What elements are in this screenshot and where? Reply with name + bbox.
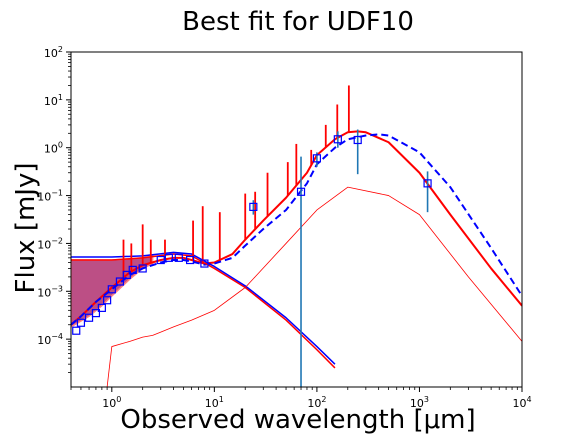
observation-marker (156, 255, 165, 265)
series-line-stellar_unattenuated_blue (71, 251, 336, 365)
observation-marker (174, 253, 183, 262)
y-tick-label: 100 (44, 141, 63, 156)
observation-marker (103, 296, 112, 305)
observation-marker (200, 259, 209, 268)
observation-marker (164, 253, 173, 262)
x-tick-label: 101 (205, 395, 224, 410)
observation-marker (312, 154, 322, 163)
chart-title: Best fit for UDF10 (182, 7, 414, 37)
observation-marker (249, 202, 258, 211)
observation-marker (128, 265, 137, 274)
observation-marker (72, 326, 81, 335)
x-tick-label: 103 (410, 395, 429, 410)
observation-marker (138, 264, 147, 273)
observation-marker (107, 285, 116, 294)
series-line-dust_thin_red (106, 186, 522, 387)
observation-marker (122, 270, 131, 279)
y-tick-label: 10−3 (37, 284, 63, 299)
series-line-observed_model (71, 133, 522, 326)
observation-marker (97, 303, 106, 312)
observation-marker (76, 318, 86, 327)
observation-marker (353, 135, 362, 145)
x-tick-label: 102 (307, 395, 326, 410)
y-tick-label: 10−4 (37, 332, 63, 347)
observation-marker (91, 309, 101, 318)
y-tick-label: 10−2 (37, 236, 63, 251)
y-tick-label: 10−1 (37, 189, 63, 204)
observation-marker (185, 255, 195, 265)
series-line-best_fit_model (71, 130, 522, 326)
plot-frame (70, 51, 523, 388)
observation-marker (296, 187, 306, 196)
observation-marker (423, 179, 432, 188)
y-tick-label: 102 (44, 45, 63, 60)
x-tick-label: 104 (512, 395, 531, 410)
x-tick-label: 100 (102, 395, 121, 410)
observation-marker (115, 277, 125, 286)
observation-marker (84, 313, 94, 322)
x-axis-label: Observed wavelength [μm] (120, 405, 475, 435)
series-line-stellar_unattenuated_red (71, 253, 336, 369)
y-tick-label: 101 (44, 93, 63, 108)
plot-area (71, 85, 522, 387)
axis-ticks: 100 101 102 103 104 10−4 10−3 10−2 10−1 100 101 102 (37, 45, 531, 410)
y-axis-label: Flux [mJy] (11, 163, 41, 294)
observation-marker (333, 135, 342, 144)
